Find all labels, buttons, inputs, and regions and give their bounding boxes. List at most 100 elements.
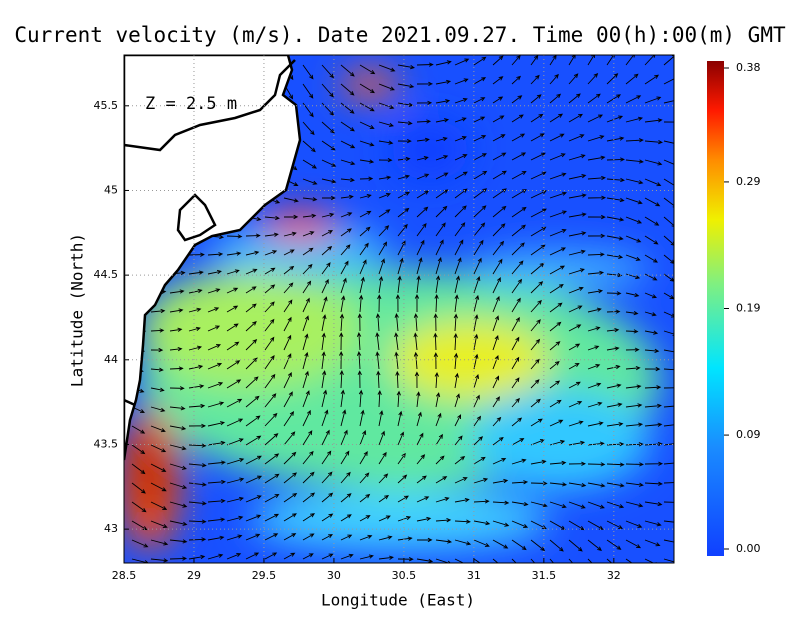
velocity-arrow xyxy=(245,250,260,256)
velocity-arrow xyxy=(416,411,422,427)
velocity-arrow xyxy=(644,118,663,123)
velocity-arrow xyxy=(340,228,352,237)
y-axis-label: Latitude (North) xyxy=(68,233,87,387)
velocity-arrow xyxy=(454,477,468,484)
velocity-arrow xyxy=(587,155,606,161)
velocity-arrow xyxy=(302,430,313,446)
velocity-arrow xyxy=(340,514,352,522)
velocity-arrow xyxy=(321,159,337,167)
velocity-arrow xyxy=(245,376,259,389)
velocity-arrow xyxy=(375,332,380,351)
velocity-arrow xyxy=(302,333,309,351)
velocity-arrow xyxy=(340,64,355,77)
velocity-arrow xyxy=(587,558,593,563)
velocity-arrow xyxy=(339,370,344,389)
velocity-arrow xyxy=(606,346,620,351)
velocity-arrow xyxy=(625,216,643,224)
x-axis-label: Longitude (East) xyxy=(321,591,475,610)
velocity-arrow xyxy=(169,425,187,431)
velocity-arrow xyxy=(302,297,310,313)
velocity-arrow xyxy=(606,462,625,467)
velocity-arrow xyxy=(473,239,484,256)
y-tick-label: 45 xyxy=(104,183,118,196)
velocity-arrow xyxy=(435,155,449,161)
velocity-arrow xyxy=(264,412,278,427)
velocity-arrow xyxy=(454,97,468,104)
velocity-arrow xyxy=(587,72,599,85)
velocity-arrow xyxy=(511,206,527,218)
colorbar-tick-label: 0.09 xyxy=(736,428,761,441)
velocity-arrow xyxy=(378,209,391,218)
velocity-arrow xyxy=(359,451,368,465)
velocity-arrow xyxy=(321,278,329,294)
velocity-arrow xyxy=(606,309,621,314)
velocity-arrow xyxy=(663,349,674,354)
velocity-arrow xyxy=(340,389,345,408)
velocity-arrow xyxy=(492,457,507,465)
velocity-arrow xyxy=(283,411,295,427)
depth-label: Z = 2.5 m xyxy=(145,94,237,114)
velocity-arrow xyxy=(359,515,371,522)
velocity-arrow xyxy=(644,348,660,354)
velocity-arrow xyxy=(302,247,314,256)
velocity-arrow xyxy=(150,308,166,314)
velocity-arrow xyxy=(207,421,226,427)
velocity-arrow xyxy=(340,260,349,275)
velocity-arrow xyxy=(473,222,486,237)
plot-frame xyxy=(123,54,675,564)
velocity-arrow xyxy=(511,242,525,256)
velocity-arrow xyxy=(663,368,674,371)
velocity-arrow xyxy=(568,440,586,446)
velocity-arrow xyxy=(302,471,315,484)
velocity-arrow xyxy=(606,364,621,370)
velocity-arrow xyxy=(226,438,244,446)
velocity-arrow xyxy=(264,453,280,465)
velocity-arrow xyxy=(644,96,662,104)
velocity-arrow xyxy=(245,233,261,238)
velocity-arrow xyxy=(511,438,525,446)
velocity-arrow xyxy=(435,118,450,123)
grid xyxy=(124,55,674,563)
velocity-arrow xyxy=(492,134,506,142)
velocity-arrow xyxy=(283,316,292,332)
velocity-arrow xyxy=(397,83,415,89)
velocity-arrow xyxy=(473,257,482,275)
velocity-arrow xyxy=(492,500,510,505)
velocity-arrow xyxy=(587,114,604,123)
velocity-arrow xyxy=(511,260,524,275)
velocity-arrow xyxy=(587,135,605,142)
velocity-arrow xyxy=(283,431,296,446)
velocity-arrow xyxy=(454,136,467,142)
velocity-arrow xyxy=(453,352,459,370)
velocity-arrow xyxy=(188,364,204,370)
velocity-arrow xyxy=(359,409,365,427)
land xyxy=(124,55,302,461)
velocity-arrow xyxy=(549,482,568,487)
velocity-arrow xyxy=(511,417,523,427)
velocity-arrow xyxy=(378,555,394,560)
velocity-arrow xyxy=(413,313,419,332)
velocity-arrow xyxy=(397,495,409,503)
velocity-arrow xyxy=(492,375,500,389)
velocity-arrow xyxy=(549,172,567,180)
velocity-arrow xyxy=(340,102,355,114)
velocity-arrow xyxy=(397,223,408,237)
velocity-arrow xyxy=(473,558,481,563)
velocity-arrow xyxy=(625,501,644,508)
velocity-arrow xyxy=(625,292,640,298)
y-tick-label: 44 xyxy=(104,353,118,366)
velocity-arrow xyxy=(473,353,479,370)
velocity-arrow xyxy=(511,297,521,313)
velocity-arrow xyxy=(644,385,662,390)
velocity-arrow xyxy=(188,501,207,506)
velocity-arrow xyxy=(587,345,600,351)
velocity-arrow xyxy=(321,534,333,541)
velocity-arrow xyxy=(321,121,335,134)
velocity-arrow xyxy=(625,347,640,352)
velocity-arrow xyxy=(413,351,419,370)
velocity-arrow xyxy=(283,492,298,503)
velocity-arrow xyxy=(473,314,479,332)
velocity-arrow xyxy=(644,461,664,466)
velocity-arrow xyxy=(264,552,278,560)
velocity-arrow xyxy=(454,222,466,237)
